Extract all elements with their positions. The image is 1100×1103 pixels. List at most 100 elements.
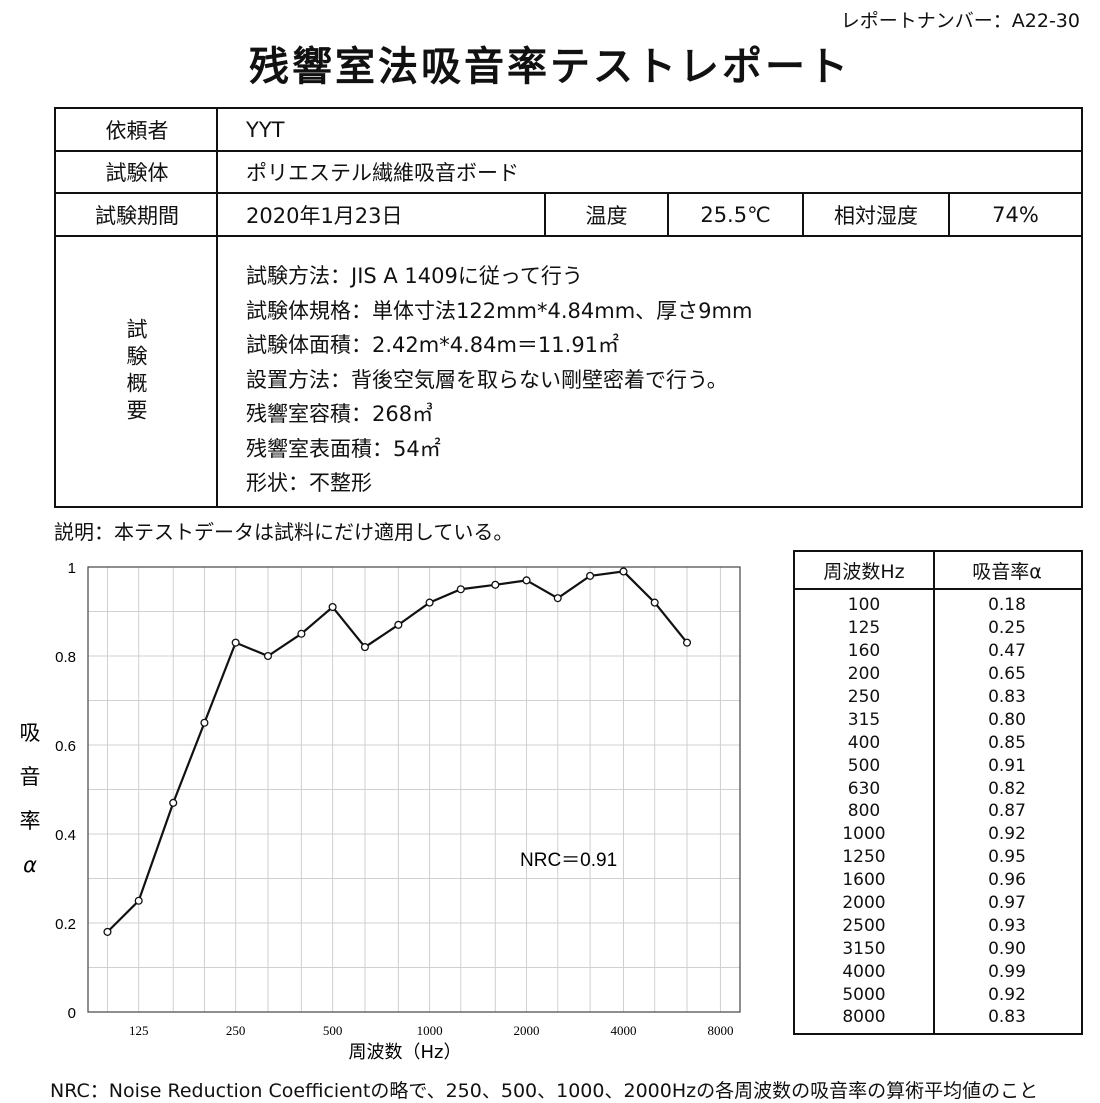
freq-cell: 630	[847, 778, 881, 799]
data-point-marker	[297, 629, 306, 638]
table-row: 800 0.87	[795, 800, 1081, 823]
x-axis-label: 周波数（Hz）	[349, 1042, 462, 1063]
data-point-marker	[394, 620, 403, 629]
alpha-cell: 0.95	[988, 847, 1026, 868]
freq-cell: 500	[847, 755, 881, 776]
x-tick-label: 500	[323, 1023, 343, 1038]
data-point-marker	[586, 571, 595, 580]
alpha-cell: 0.25	[988, 618, 1026, 639]
freq-cell: 1250	[842, 847, 886, 868]
alpha-cell: 0.83	[988, 1007, 1026, 1028]
y-tick-label: 0.2	[55, 916, 76, 933]
y-tick-label: 0.8	[55, 649, 76, 666]
freq-cell: 2500	[842, 915, 886, 936]
chart-container: 0 0.2 0.4 0.6 0.8 1 125 250 500 1000 2000 4000 8000 …	[0, 550, 760, 1070]
freq-cell: 125	[847, 618, 881, 639]
x-tick-label: 4000	[610, 1023, 636, 1038]
table-row: 160 0.47	[795, 640, 1081, 663]
client-label: 依頼者	[105, 118, 169, 143]
specimen-value: ポリエステル繊維吸音ボード	[216, 152, 1081, 192]
table-row: 100 0.18	[795, 594, 1081, 617]
data-point-marker	[263, 651, 273, 661]
freq-cell: 800	[847, 801, 881, 822]
alpha-cell: 0.80	[988, 709, 1026, 730]
summary-line: 残響室容積：268㎥	[246, 402, 434, 426]
alpha-cell: 0.82	[988, 778, 1026, 799]
table-row: 5000 0.92	[795, 983, 1081, 1006]
table-row: 400 0.85	[795, 731, 1081, 754]
data-point-marker	[169, 798, 178, 807]
freq-cell: 5000	[842, 984, 886, 1005]
data-point-marker	[456, 585, 465, 594]
y-tick-label: 0.6	[55, 738, 76, 755]
freq-cell: 8000	[842, 1007, 886, 1028]
y-axis-label-char: 吸	[20, 721, 41, 745]
freq-cell: 4000	[842, 961, 886, 982]
freq-cell: 1000	[842, 824, 886, 845]
alpha-cell: 0.92	[988, 824, 1026, 845]
alpha-cell: 0.92	[988, 984, 1026, 1005]
alpha-cell: 0.65	[988, 664, 1026, 685]
alpha-cell: 0.93	[988, 915, 1026, 936]
freq-cell: 250	[847, 687, 881, 707]
frequency-table-header: 周波数Hz 吸音率α	[795, 552, 1081, 590]
alpha-cell: 0.91	[988, 755, 1026, 776]
data-point-marker	[522, 576, 531, 585]
alpha-cell: 0.90	[988, 938, 1026, 959]
summary-label: 試験概要	[124, 317, 148, 426]
y-axis-label-char: 音	[20, 765, 41, 789]
table-row: 2000 0.97	[795, 892, 1081, 915]
freq-cell: 100	[847, 595, 881, 616]
data-point-marker	[682, 638, 692, 647]
report-number: レポートナンバー：A22-30	[840, 10, 1080, 32]
freq-cell: 400	[847, 732, 881, 753]
data-point-marker	[650, 598, 659, 607]
freq-header: 周波数Hz	[823, 560, 905, 583]
note-line: 説明：本テストデータは試料にだけ適用している。	[54, 520, 514, 544]
freq-cell: 3150	[842, 938, 886, 959]
data-point-marker	[619, 567, 628, 576]
table-row: 200 0.65	[795, 663, 1081, 686]
period-row: 試験期間 2020年1月23日 温度 25.5℃ 相対湿度 74%	[56, 194, 1081, 237]
alpha-cell: 0.85	[988, 732, 1026, 753]
x-tick-label: 125	[129, 1023, 149, 1038]
freq-cell: 200	[847, 664, 881, 685]
table-row: 315 0.80	[795, 708, 1081, 731]
summary-row: 試験概要 試験方法：JIS A 1409に従って行う 試験体規格：単体寸法122m…	[56, 237, 1081, 506]
freq-cell: 315	[847, 709, 881, 730]
temp-label: 温度	[544, 194, 667, 235]
specimen-label: 試験体	[105, 161, 169, 185]
data-point-marker	[103, 927, 112, 936]
summary-line: 形状：不整形	[246, 471, 372, 495]
data-point-marker	[425, 598, 434, 607]
summary-content	[216, 237, 1081, 506]
humidity-value: 74%	[948, 194, 1081, 235]
data-point-marker	[231, 638, 240, 647]
x-tick-label: 250	[226, 1023, 246, 1038]
summary-line: 試験体面積：2.42m*4.84m＝11.91㎡	[246, 333, 620, 357]
data-point-marker	[200, 718, 209, 727]
summary-lines: 試験方法：JIS A 1409に従って行う 試験体規格：単体寸法122mm*4.8…	[246, 259, 752, 501]
data-point-marker	[134, 896, 143, 905]
table-divider	[933, 552, 935, 1033]
temp-value: 25.5℃	[667, 194, 802, 235]
table-row: 3150 0.90	[795, 937, 1081, 960]
table-row: 1600 0.96	[795, 869, 1081, 892]
data-point-marker	[328, 602, 337, 612]
period-value: 2020年1月23日	[216, 194, 544, 235]
specimen-row: 試験体 ポリエステル繊維吸音ボード	[56, 152, 1081, 194]
summary-line: 設置方法：背後空気層を取らない剛壁密着で行う。	[246, 367, 728, 392]
client-value: YYT	[216, 109, 1081, 150]
alpha-cell: 0.87	[988, 801, 1026, 822]
freq-cell: 160	[847, 641, 881, 662]
table-row: 1000 0.92	[795, 823, 1081, 846]
summary-line: 試験体規格：単体寸法122mm*4.84mm、厚さ9mm	[246, 298, 753, 323]
x-tick-label: 2000	[514, 1023, 540, 1038]
plot-frame	[87, 566, 741, 1013]
y-axis-label: 吸音率α	[20, 721, 41, 877]
alpha-cell: 0.83	[988, 687, 1026, 707]
x-tick-label: 8000	[707, 1023, 733, 1038]
alpha-cell: 0.47	[988, 641, 1026, 662]
data-point-marker	[360, 643, 369, 652]
